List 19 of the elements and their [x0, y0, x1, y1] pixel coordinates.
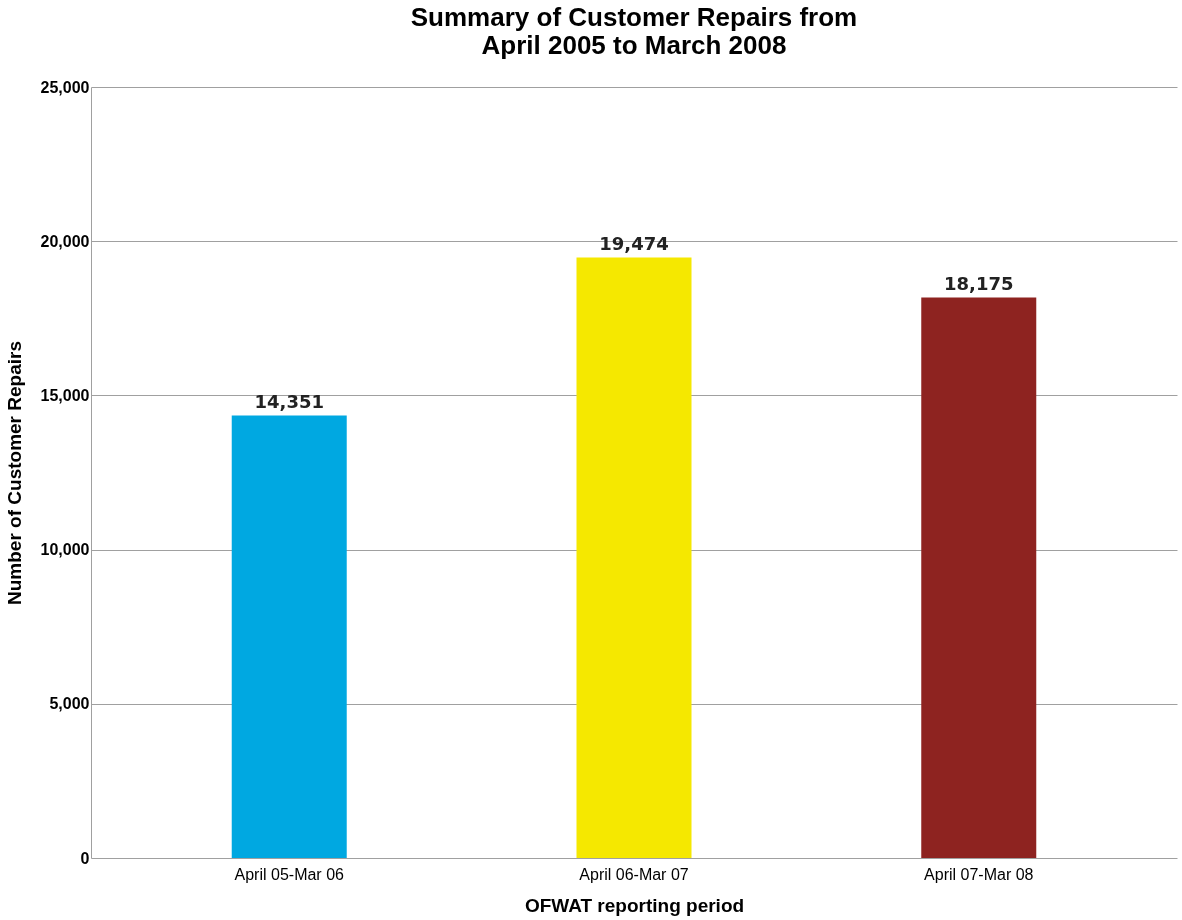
- y-tick-label: 10,000: [40, 541, 90, 559]
- x-tick-label: April 06-Mar 07: [579, 865, 689, 883]
- bar: [231, 415, 347, 858]
- x-tick-label: April 05-Mar 06: [234, 865, 345, 883]
- x-axis-title: OFWAT reporting period: [524, 894, 745, 916]
- bar: [921, 297, 1037, 858]
- y-tick-label: 5,000: [49, 695, 90, 713]
- y-tick-label: 15,000: [40, 386, 90, 404]
- bar: [576, 257, 692, 858]
- data-label: 14,351: [254, 391, 324, 413]
- y-tick-label: 25,000: [40, 78, 90, 96]
- y-axis-title: Number of Customer Repairs: [3, 341, 25, 605]
- y-tick-label: 0: [80, 849, 90, 867]
- y-tick-label: 20,000: [40, 232, 90, 250]
- x-tick-label: April 07-Mar 08: [924, 865, 1034, 883]
- data-label: 19,474: [599, 233, 669, 255]
- text: Summary of Customer Repairs from: [410, 2, 858, 32]
- data-label: 18,175: [944, 273, 1014, 295]
- text: April 2005 to March 2008: [481, 30, 787, 60]
